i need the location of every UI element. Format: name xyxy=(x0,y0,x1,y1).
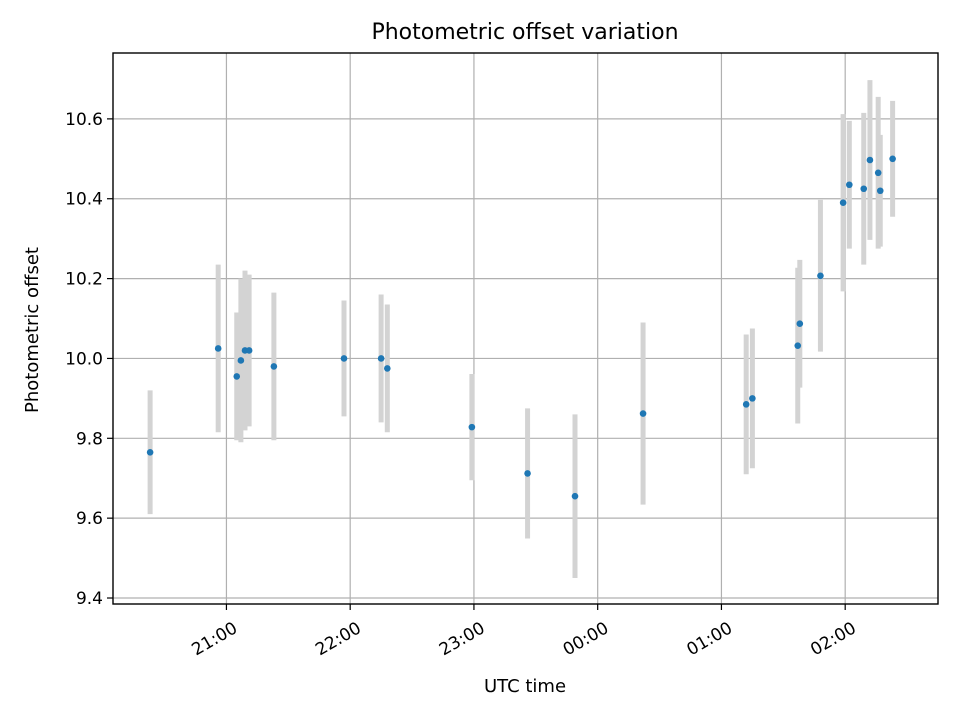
data-point xyxy=(146,448,154,456)
data-point xyxy=(233,373,241,380)
data-point xyxy=(866,156,874,164)
data-point xyxy=(571,492,579,500)
data-point xyxy=(245,347,253,354)
data-point xyxy=(796,320,804,328)
y-tick-label: 10.6 xyxy=(65,110,103,130)
data-point xyxy=(876,187,884,195)
data-point xyxy=(794,342,802,349)
data-point xyxy=(270,363,278,370)
data-point xyxy=(742,401,750,408)
data-points xyxy=(146,155,896,500)
data-point xyxy=(874,169,882,177)
chart-title: Photometric offset variation xyxy=(371,20,678,45)
x-tick-label: 02:00 xyxy=(807,618,859,660)
data-point xyxy=(860,185,868,193)
data-point xyxy=(639,410,647,417)
data-point xyxy=(214,345,222,352)
error-bars xyxy=(147,80,896,579)
x-tick-label: 21:00 xyxy=(189,618,241,660)
data-point xyxy=(468,423,476,431)
y-tick-label: 9.8 xyxy=(76,429,103,449)
x-axis-ticks: 21:00 22:00 23:00 00:00 01:00 02:00 xyxy=(189,604,860,660)
data-point xyxy=(384,365,391,372)
y-axis-ticks: 9.4 9.6 9.8 10.0 10.2 10.4 10.6 xyxy=(65,110,113,609)
data-point xyxy=(839,199,847,207)
plot-frame xyxy=(112,52,939,605)
data-point xyxy=(237,357,245,364)
y-tick-label: 9.6 xyxy=(76,509,103,529)
y-axis-label: Photometric offset xyxy=(22,247,43,413)
data-point xyxy=(340,355,348,362)
data-point xyxy=(524,470,531,477)
x-tick-label: 00:00 xyxy=(560,618,612,660)
y-tick-label: 10.4 xyxy=(65,190,103,210)
y-tick-label: 9.4 xyxy=(76,589,103,609)
x-tick-label: 23:00 xyxy=(436,618,488,660)
x-tick-label: 01:00 xyxy=(684,618,736,660)
data-point xyxy=(846,181,853,189)
y-tick-label: 10.0 xyxy=(65,349,103,369)
data-point xyxy=(889,155,896,163)
y-tick-label: 10.2 xyxy=(65,270,103,290)
data-point xyxy=(817,272,824,280)
data-point xyxy=(377,355,385,362)
data-point xyxy=(749,395,756,402)
x-axis-label: UTC time xyxy=(484,676,566,697)
x-tick-label: 22:00 xyxy=(312,618,364,660)
